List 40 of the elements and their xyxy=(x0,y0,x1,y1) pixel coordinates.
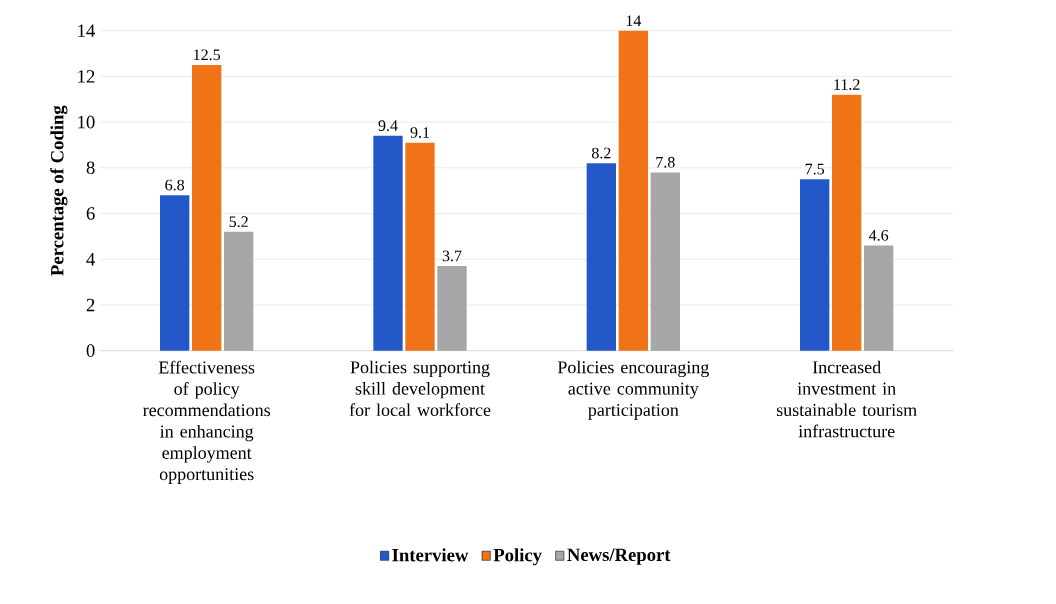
y-tick-label: 2 xyxy=(86,298,95,312)
data-label: 9.1 xyxy=(410,127,430,138)
x-tick-label: Increased investment in sustainable tourism infrastructure xyxy=(776,360,917,438)
legend-label: News/Report xyxy=(567,548,671,565)
y-tick-label: 14 xyxy=(78,24,96,37)
y-tick-label: 10 xyxy=(78,115,95,129)
y-tick-label: 0 xyxy=(86,344,95,357)
bar xyxy=(586,163,616,351)
data-label: 7.8 xyxy=(656,156,675,168)
data-label: 14 xyxy=(626,15,642,26)
bar xyxy=(437,266,467,351)
data-label: 6.8 xyxy=(165,179,185,191)
legend-label: Interview xyxy=(392,548,469,562)
data-label: 9.4 xyxy=(378,120,398,132)
bar xyxy=(160,195,190,351)
y-tick-label: 6 xyxy=(86,207,95,220)
data-label: 12.5 xyxy=(194,49,221,61)
data-label: 11.2 xyxy=(834,79,860,90)
data-label: 8.2 xyxy=(591,147,611,159)
data-label: 5.2 xyxy=(229,216,248,228)
data-label: 7.5 xyxy=(805,163,825,175)
bar xyxy=(618,30,648,351)
y-tick-label: 8 xyxy=(86,161,95,175)
data-label: 4.6 xyxy=(868,229,889,241)
y-axis-title: Percentage of Coding xyxy=(50,105,68,276)
legend-label: Policy xyxy=(493,548,542,566)
data-label: 3.7 xyxy=(442,250,462,262)
x-tick-label: Policies supporting skill development for local workforce xyxy=(349,360,491,417)
bar xyxy=(800,179,830,351)
bar xyxy=(650,172,680,351)
bar xyxy=(832,94,862,351)
bar xyxy=(192,64,222,351)
x-tick-label: Policies encouraging active community participation xyxy=(557,360,709,420)
bar xyxy=(373,135,403,351)
bar xyxy=(405,142,435,351)
x-tick-label: Effectiveness of policy recommendations in enhancing employment opportunities xyxy=(143,360,271,484)
bar xyxy=(224,231,254,351)
y-tick-label: 4 xyxy=(86,253,96,266)
y-tick-label: 12 xyxy=(78,70,95,83)
bar xyxy=(864,245,894,351)
